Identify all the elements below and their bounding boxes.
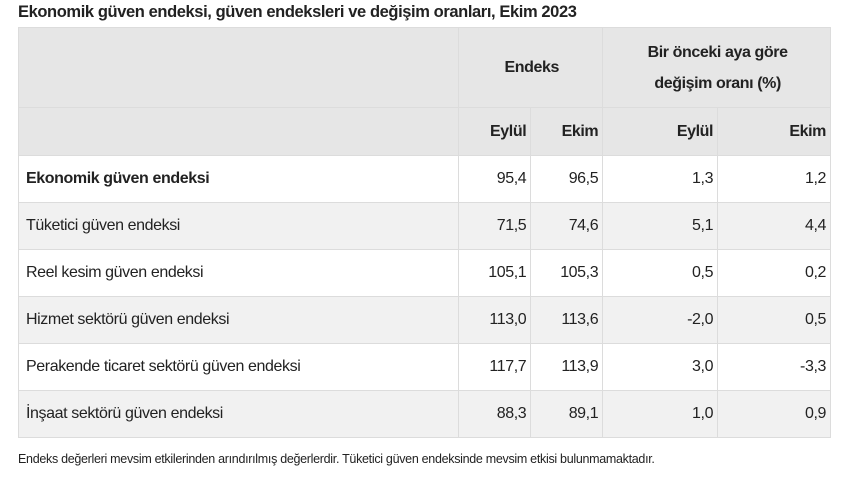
cell-endeks-ekim: 113,6 bbox=[530, 296, 604, 344]
confidence-index-table: Endeks Bir önceki aya göre değişim oranı … bbox=[17, 27, 831, 438]
table-row: İnşaat sektörü güven endeksi 88,3 89,1 1,0 0… bbox=[17, 390, 831, 438]
header-change-rate: Bir önceki aya göre değişim oranı (%) bbox=[602, 27, 831, 108]
cell-change-ekim: 1,2 bbox=[717, 155, 831, 203]
footnote: Endeks değerleri mevsim etkilerinden arı… bbox=[18, 452, 655, 466]
cell-endeks-ekim: 105,3 bbox=[530, 249, 604, 297]
row-label: Perakende ticaret sektörü güven endeksi bbox=[17, 343, 460, 391]
table-row: Tüketici güven endeksi 71,5 74,6 5,1 4,4 bbox=[17, 202, 831, 250]
header-endeks: Endeks bbox=[458, 27, 604, 108]
header-change-line2: değişim oranı (%) bbox=[654, 74, 781, 92]
table-row: Reel kesim güven endeksi 105,1 105,3 0,5 0,2 bbox=[17, 249, 831, 297]
cell-change-eylul: 5,1 bbox=[602, 202, 719, 250]
cell-endeks-eylul: 88,3 bbox=[458, 390, 532, 438]
cell-endeks-ekim: 96,5 bbox=[530, 155, 604, 203]
cell-change-eylul: 0,5 bbox=[602, 249, 719, 297]
header-endeks-eylul: Eylül bbox=[458, 107, 532, 156]
cell-change-ekim: 0,9 bbox=[717, 390, 831, 438]
row-label: Reel kesim güven endeksi bbox=[17, 249, 460, 297]
cell-change-eylul: 1,0 bbox=[602, 390, 719, 438]
header-endeks-ekim: Ekim bbox=[530, 107, 604, 156]
cell-endeks-eylul: 113,0 bbox=[458, 296, 532, 344]
table-row: Perakende ticaret sektörü güven endeksi 1… bbox=[17, 343, 831, 391]
cell-change-eylul: 1,3 bbox=[602, 155, 719, 203]
header-row-months: Eylül Ekim Eylül Ekim bbox=[17, 107, 831, 156]
header-empty bbox=[17, 27, 460, 108]
row-label: İnşaat sektörü güven endeksi bbox=[17, 390, 460, 438]
header-change-line1: Bir önceki aya göre bbox=[647, 43, 788, 61]
header-change-eylul: Eylül bbox=[602, 107, 719, 156]
row-label: Hizmet sektörü güven endeksi bbox=[17, 296, 460, 344]
table-row: Hizmet sektörü güven endeksi 113,0 113,6 -2… bbox=[17, 296, 831, 344]
cell-endeks-ekim: 89,1 bbox=[530, 390, 604, 438]
header-row-groups: Endeks Bir önceki aya göre değişim oranı … bbox=[17, 27, 831, 108]
header-change-ekim: Ekim bbox=[717, 107, 831, 156]
table-row: Ekonomik güven endeksi 95,4 96,5 1,3 1,2 bbox=[17, 155, 831, 203]
cell-endeks-eylul: 117,7 bbox=[458, 343, 532, 391]
cell-endeks-eylul: 105,1 bbox=[458, 249, 532, 297]
cell-change-ekim: 0,5 bbox=[717, 296, 831, 344]
row-label: Ekonomik güven endeksi bbox=[17, 155, 460, 203]
cell-change-eylul: -2,0 bbox=[602, 296, 719, 344]
table-title: Ekonomik güven endeksi, güven endeksleri… bbox=[18, 3, 577, 21]
cell-change-ekim: 0,2 bbox=[717, 249, 831, 297]
cell-change-ekim: -3,3 bbox=[717, 343, 831, 391]
cell-endeks-ekim: 74,6 bbox=[530, 202, 604, 250]
header-empty bbox=[17, 107, 460, 156]
cell-endeks-eylul: 95,4 bbox=[458, 155, 532, 203]
cell-endeks-ekim: 113,9 bbox=[530, 343, 604, 391]
row-label: Tüketici güven endeksi bbox=[17, 202, 460, 250]
cell-endeks-eylul: 71,5 bbox=[458, 202, 532, 250]
cell-change-eylul: 3,0 bbox=[602, 343, 719, 391]
cell-change-ekim: 4,4 bbox=[717, 202, 831, 250]
